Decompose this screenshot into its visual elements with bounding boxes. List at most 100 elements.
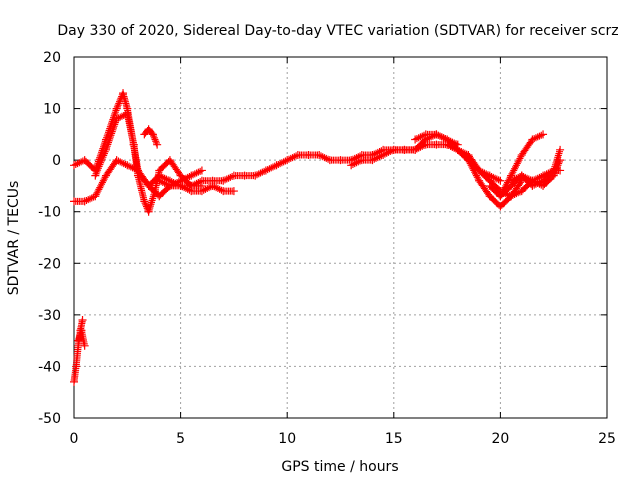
data-point-fill: [465, 158, 482, 183]
y-tick-label: -40: [38, 359, 61, 375]
data-point: [112, 104, 121, 113]
data-point-fill: [114, 157, 130, 168]
data-point: [153, 140, 162, 149]
data-point: [379, 150, 388, 159]
data-point-fill: [550, 148, 564, 173]
data-point-fill: [488, 172, 503, 184]
series-arc-6: [140, 125, 162, 149]
data-point: [528, 135, 537, 144]
data-point: [91, 171, 100, 180]
data-point-fill: [200, 183, 215, 194]
chart-title: Day 330 of 2020, Sidereal Day-to-day VTE…: [57, 23, 618, 39]
data-point-fill: [498, 183, 514, 199]
y-axis-label: SDTVAR / TECUs: [6, 181, 22, 296]
data-point: [411, 135, 420, 144]
data-point-fill: [114, 111, 130, 122]
data-point-fill: [189, 167, 204, 179]
data-point: [556, 145, 565, 154]
data-point: [112, 114, 121, 123]
data-point: [315, 150, 324, 159]
data-point-fill: [476, 178, 493, 199]
data-point-fill: [519, 137, 535, 157]
data-point: [219, 176, 228, 185]
data-point-fill: [530, 131, 545, 143]
grid: [74, 57, 607, 418]
data-point: [112, 156, 121, 165]
data-point: [432, 130, 441, 139]
data-point: [251, 171, 260, 180]
data-point-fill: [70, 364, 80, 384]
data-point-fill: [381, 147, 396, 158]
data-point-fill: [465, 153, 482, 173]
data-point: [70, 161, 78, 170]
data-point-fill: [210, 183, 225, 194]
data-point-fill: [508, 153, 525, 178]
x-tick-label: 5: [176, 431, 185, 447]
y-tick-label: -50: [38, 411, 61, 427]
data-point-fill: [434, 131, 449, 143]
data-point-fill: [317, 152, 332, 163]
y-tick-label: -20: [38, 256, 61, 272]
data-point-fill: [151, 168, 163, 193]
data-point-fill: [253, 167, 268, 179]
data-point-fill: [487, 178, 503, 194]
x-tick-labels: 0 5 10 15 20 25: [70, 431, 616, 447]
data-point: [272, 161, 281, 170]
data-point: [187, 181, 196, 190]
data-point-fill: [157, 178, 172, 189]
ticks: [73, 56, 608, 419]
data-point-fill: [141, 126, 152, 137]
data-point-fill: [221, 172, 236, 184]
data-point: [368, 156, 377, 165]
series-arc-8: [347, 130, 462, 170]
data-point-fill: [349, 157, 364, 168]
data-point-fill: [134, 173, 148, 204]
data-point-fill: [530, 178, 545, 189]
data-point-fill: [145, 189, 158, 214]
data-point-fill: [412, 137, 428, 153]
series-arc-1: [70, 316, 87, 386]
data-point-fill: [370, 152, 385, 163]
x-tick-label: 20: [491, 431, 509, 447]
data-point-fill: [509, 188, 524, 199]
data-point: [187, 171, 196, 180]
data-point-fill: [92, 148, 109, 178]
data-point-fill: [476, 168, 492, 183]
data-point: [229, 187, 238, 196]
data-point-fill: [274, 157, 289, 168]
data-point-fill: [456, 147, 471, 158]
data-point: [91, 192, 100, 201]
data-point: [283, 156, 292, 165]
data-point: [148, 130, 157, 139]
data-point-fill: [103, 106, 120, 142]
data-point-fill: [146, 126, 156, 137]
data-point-fill: [264, 162, 279, 174]
data-point-fill: [349, 152, 364, 163]
data-point: [78, 316, 87, 325]
x-tick-label: 0: [70, 431, 79, 447]
y-tick-label: 20: [43, 50, 61, 66]
y-tick-labels: 20 10 0 -10 -20 -30 -40 -50: [38, 50, 61, 427]
data-point-fill: [189, 178, 204, 189]
data-point: [155, 176, 164, 185]
series-arc-2: [74, 326, 89, 350]
data-point: [507, 176, 516, 185]
data-point: [507, 192, 516, 201]
data-point-fill: [82, 193, 98, 205]
data-point-fill: [413, 131, 428, 143]
plot-frame: [73, 56, 608, 419]
data-point: [80, 197, 89, 206]
data-point-fill: [370, 147, 385, 158]
data-point: [453, 145, 462, 154]
data-point-fill: [124, 112, 137, 147]
data-point-fill: [285, 152, 300, 163]
data-point: [80, 341, 89, 350]
data-point-fill: [540, 168, 556, 183]
data-series: [70, 89, 565, 386]
data-point: [539, 130, 548, 139]
y-tick-label: -10: [38, 205, 61, 221]
data-point-fill: [92, 173, 109, 199]
data-point-fill: [167, 158, 184, 178]
x-tick-label: 15: [385, 431, 403, 447]
data-point-fill: [103, 117, 120, 152]
